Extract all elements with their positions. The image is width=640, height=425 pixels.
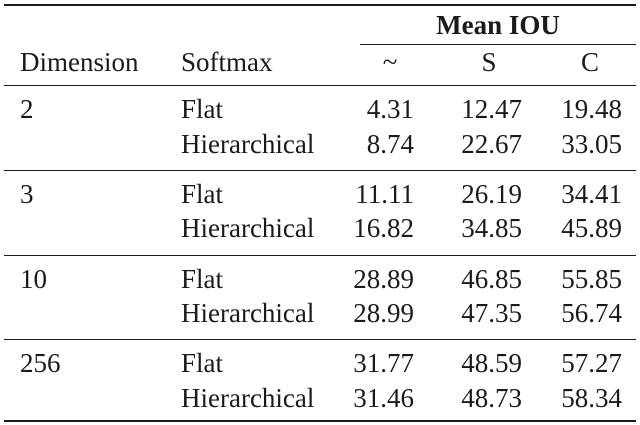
value-cell-tilde: 28.89 <box>353 264 414 294</box>
value-cell-c: 57.27 <box>561 348 622 378</box>
value-cell-c: 33.05 <box>561 129 622 159</box>
softmax-cell: Hierarchical <box>181 298 315 328</box>
value-cell-tilde: 31.46 <box>353 383 414 413</box>
value-cell-tilde: 28.99 <box>353 298 414 328</box>
value-cell-c: 45.89 <box>561 213 622 243</box>
value-cell-tilde: 11.11 <box>355 179 414 209</box>
top-rule <box>4 4 636 6</box>
value-cell-s: 48.73 <box>461 383 522 413</box>
header-rule <box>4 85 636 86</box>
value-cell-s: 22.67 <box>461 129 522 159</box>
softmax-cell: Flat <box>181 179 224 209</box>
value-cell-s: 48.59 <box>461 348 522 378</box>
dimension-cell: 3 <box>20 179 34 209</box>
col-header-s: S <box>481 47 497 77</box>
value-cell-c: 56.74 <box>561 298 622 328</box>
value-cell-tilde: 4.31 <box>366 94 414 124</box>
bottom-rule <box>4 420 636 422</box>
value-cell-tilde: 16.82 <box>353 213 414 243</box>
col-header-softmax: Softmax <box>181 47 273 77</box>
value-cell-c: 58.34 <box>561 383 622 413</box>
softmax-cell: Hierarchical <box>181 383 315 413</box>
value-cell-s: 12.47 <box>461 94 522 124</box>
value-cell-c: 19.48 <box>561 94 622 124</box>
group-divider <box>4 170 636 171</box>
col-header-tilde: ~ <box>382 47 398 77</box>
value-cell-s: 34.85 <box>461 213 522 243</box>
group-header-mean-iou: Mean IOU <box>436 10 560 40</box>
col-header-c: C <box>580 47 599 77</box>
dimension-cell: 256 <box>20 348 61 378</box>
value-cell-c: 34.41 <box>561 179 622 209</box>
col-header-dimension: Dimension <box>20 47 139 77</box>
softmax-cell: Hierarchical <box>181 129 315 159</box>
dimension-cell: 2 <box>20 94 34 124</box>
value-cell-tilde: 8.74 <box>366 129 414 159</box>
softmax-cell: Flat <box>181 348 224 378</box>
softmax-cell: Flat <box>181 264 224 294</box>
group-divider <box>4 255 636 256</box>
value-cell-s: 46.85 <box>461 264 522 294</box>
softmax-cell: Flat <box>181 94 224 124</box>
group-divider <box>4 339 636 340</box>
value-cell-s: 26.19 <box>461 179 522 209</box>
dimension-cell: 10 <box>20 264 47 294</box>
value-cell-s: 47.35 <box>461 298 522 328</box>
value-cell-c: 55.85 <box>561 264 622 294</box>
softmax-cell: Hierarchical <box>181 213 315 243</box>
group-header-rule <box>360 44 636 45</box>
value-cell-tilde: 31.77 <box>353 348 414 378</box>
